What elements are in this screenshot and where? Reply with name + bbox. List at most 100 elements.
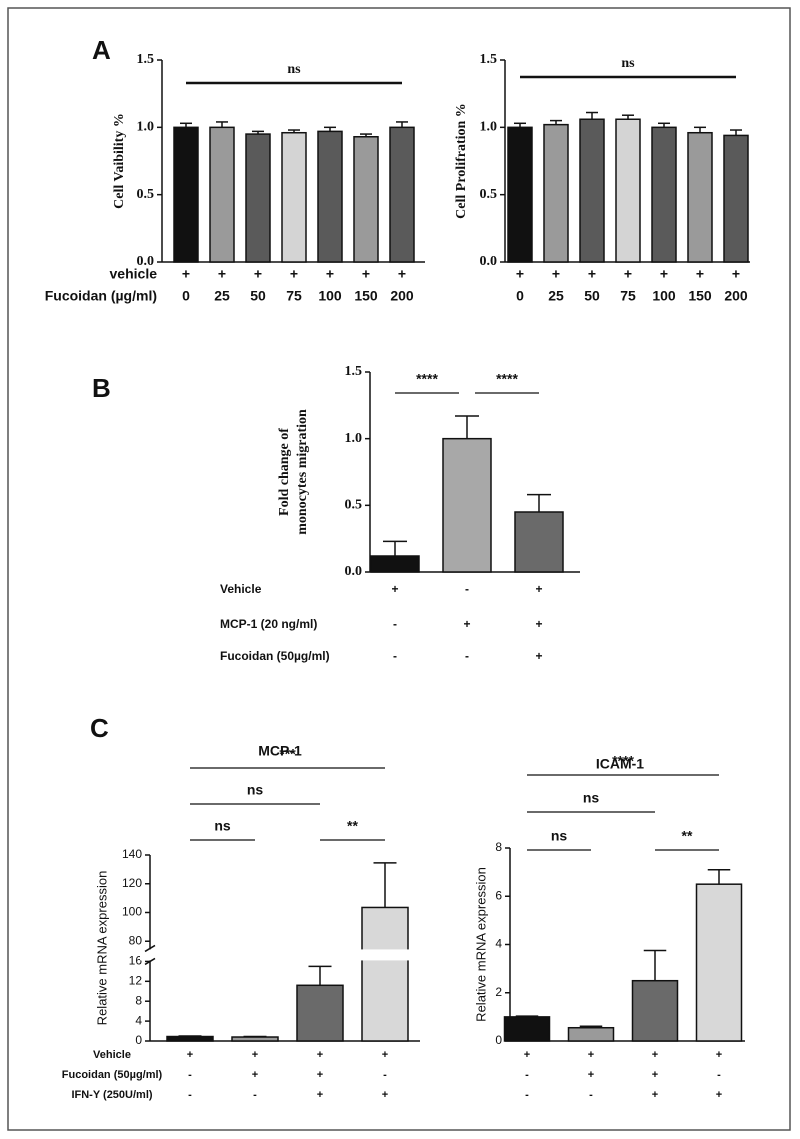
bar xyxy=(166,1035,214,1042)
bar xyxy=(615,118,641,263)
row-value: - xyxy=(525,1089,529,1101)
row-value: + xyxy=(696,266,704,282)
row-value: + xyxy=(252,1049,258,1061)
y-axis-label: Relative mRNA expression xyxy=(473,867,488,1022)
row-value: 100 xyxy=(652,288,676,304)
y-tick-label: 8 xyxy=(495,840,502,854)
row-value: - xyxy=(393,649,397,663)
significance-label: ns xyxy=(621,56,635,71)
significance-label: ns xyxy=(247,782,264,798)
row-value: + xyxy=(524,1049,530,1061)
row-value: 50 xyxy=(584,288,600,304)
row-value: - xyxy=(465,582,469,596)
row-value: + xyxy=(252,1069,258,1081)
bar xyxy=(507,126,533,263)
row-value: + xyxy=(588,1069,594,1081)
row-value: + xyxy=(552,266,560,282)
y-tick-label: 100 xyxy=(122,905,142,919)
significance-label: ns xyxy=(287,62,301,77)
row-value: - xyxy=(465,649,469,663)
row-value: + xyxy=(398,266,406,282)
panel-letter: C xyxy=(90,713,109,743)
significance-label: ** xyxy=(682,828,693,844)
y-tick-label: 0 xyxy=(135,1033,142,1047)
y-tick-label: 4 xyxy=(135,1013,142,1027)
significance-label: **** xyxy=(416,371,438,387)
row-value: - xyxy=(717,1069,721,1081)
bar xyxy=(389,126,415,263)
row-value: + xyxy=(660,266,668,282)
y-tick-label: 0.5 xyxy=(480,187,498,202)
row-value: 0 xyxy=(182,288,190,304)
row-value: + xyxy=(652,1069,658,1081)
y-tick-label: 140 xyxy=(122,847,142,861)
y-tick-label: 1.0 xyxy=(345,431,363,446)
row-value: + xyxy=(182,266,190,282)
y-tick-label: 80 xyxy=(129,933,143,947)
bar xyxy=(687,131,713,263)
significance-label: **** xyxy=(612,753,634,769)
row-value: + xyxy=(535,649,542,663)
row-value: + xyxy=(254,266,262,282)
bar xyxy=(579,118,605,263)
row-value: + xyxy=(516,266,524,282)
significance-label: *** xyxy=(279,746,296,762)
row-value: - xyxy=(188,1089,192,1101)
bar xyxy=(442,437,492,573)
row-value: + xyxy=(317,1089,323,1101)
break-mark xyxy=(144,944,156,953)
row-value: + xyxy=(382,1089,388,1101)
row-value: 150 xyxy=(354,288,378,304)
row-value: + xyxy=(624,266,632,282)
y-axis-label: Relative mRNA expression xyxy=(94,871,109,1026)
row-value: + xyxy=(218,266,226,282)
row-value: + xyxy=(652,1049,658,1061)
row-value: - xyxy=(589,1089,593,1101)
y-axis-label: Cell Vaibility % xyxy=(112,113,127,209)
row-value: + xyxy=(652,1089,658,1101)
row-value: + xyxy=(732,266,740,282)
row-value: + xyxy=(362,266,370,282)
row-label: Fucoidan (50µg/ml) xyxy=(62,1069,163,1081)
row-value: + xyxy=(326,266,334,282)
row-label: vehicle xyxy=(110,266,158,282)
y-tick-label: 1.5 xyxy=(480,52,498,67)
y-tick-label: 6 xyxy=(495,888,502,902)
bar xyxy=(317,130,343,263)
row-value: + xyxy=(187,1049,193,1061)
significance-label: ns xyxy=(551,828,568,844)
bar xyxy=(361,906,409,1042)
row-label: MCP-1 (20 ng/ml) xyxy=(220,617,317,631)
significance-label: **** xyxy=(496,371,518,387)
y-axis-label: monocytes migration xyxy=(295,409,310,535)
y-tick-label: 0.0 xyxy=(137,254,155,269)
bar xyxy=(567,1026,615,1042)
bar xyxy=(353,136,379,263)
row-label: Vehicle xyxy=(93,1049,131,1061)
row-value: 150 xyxy=(688,288,712,304)
y-tick-label: 0.0 xyxy=(345,564,363,579)
y-tick-label: 0.0 xyxy=(480,254,498,269)
y-tick-label: 0 xyxy=(495,1033,502,1047)
bar xyxy=(723,134,749,263)
figure-border xyxy=(7,7,791,1131)
bar xyxy=(695,883,743,1042)
row-value: + xyxy=(535,582,542,596)
row-label: IFN-Y (250U/ml) xyxy=(71,1089,152,1101)
break-mark xyxy=(144,957,156,966)
row-value: + xyxy=(463,617,470,631)
row-value: 75 xyxy=(286,288,302,304)
row-value: - xyxy=(393,617,397,631)
y-tick-label: 2 xyxy=(495,985,502,999)
bar xyxy=(514,511,564,573)
y-tick-label: 4 xyxy=(495,937,502,951)
bar xyxy=(631,979,679,1042)
significance-label: ns xyxy=(583,790,600,806)
axis-break xyxy=(140,949,420,961)
row-value: + xyxy=(588,1049,594,1061)
chart-title: ICAM-1 xyxy=(596,756,644,772)
y-tick-label: 16 xyxy=(129,954,143,968)
row-value: - xyxy=(383,1069,387,1081)
row-value: 25 xyxy=(214,288,230,304)
